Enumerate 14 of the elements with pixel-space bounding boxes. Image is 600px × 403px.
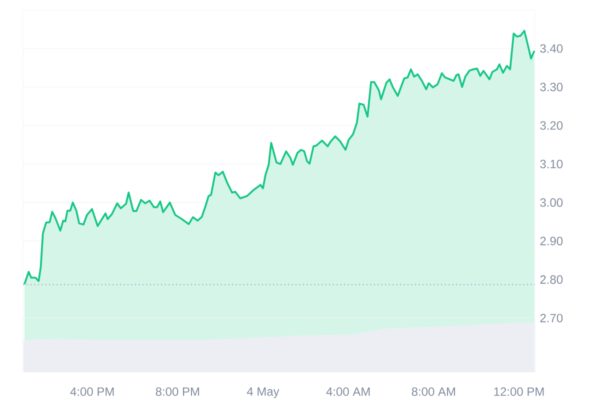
x-tick-label: 8:00 AM: [412, 388, 456, 396]
y-tick-label: 3.20: [540, 121, 563, 130]
y-tick-label: 3.00: [540, 198, 563, 208]
x-tick-label: 4:00 PM: [70, 388, 114, 396]
x-tick-label: 4 May: [246, 388, 280, 398]
y-tick-label: 3.10: [540, 160, 563, 169]
y-tick-label: 2.80: [540, 276, 563, 284]
y-tick-label: 2.90: [540, 237, 563, 246]
x-tick-label: 12:00 PM: [494, 388, 544, 396]
x-tick-label: 8:00 PM: [156, 388, 200, 396]
y-tick-label: 2.70: [540, 314, 563, 323]
x-tick-label: 4:00 AM: [326, 388, 370, 396]
y-tick-label: 3.40: [540, 44, 563, 53]
y-tick-label: 3.30: [540, 82, 563, 92]
